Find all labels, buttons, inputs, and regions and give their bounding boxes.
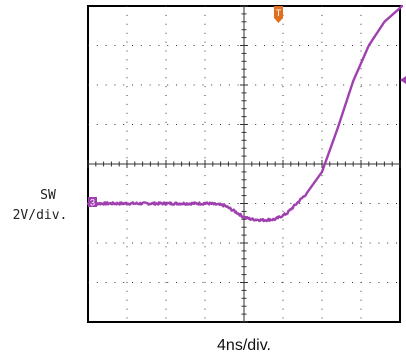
channel-marker: 3 [88,197,97,208]
horizontal-scale: 4ns/div. [217,337,271,354]
trigger-marker-label: T [276,8,282,18]
grid [87,5,401,323]
channel-name: SW [40,188,56,203]
sw-trace [86,4,404,223]
trigger-marker: T [274,6,283,23]
channel-marker-label: 3 [90,198,95,208]
vertical-scale: 2V/div. [13,208,68,223]
trigger-level-marker [400,76,406,84]
